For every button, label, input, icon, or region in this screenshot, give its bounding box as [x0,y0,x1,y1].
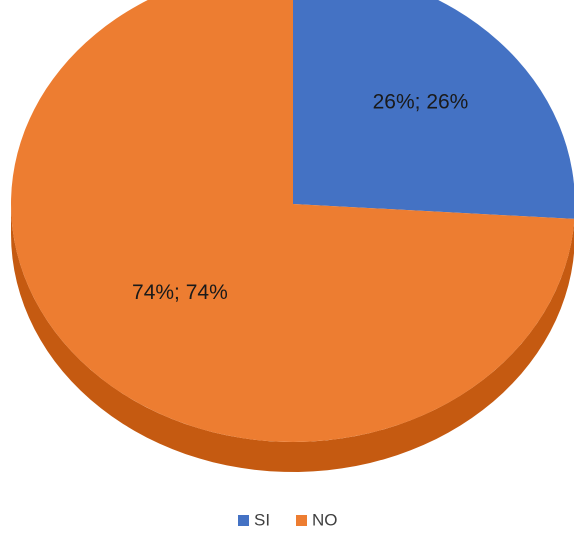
data-label-no: 74%; 74% [132,281,228,304]
legend-swatch-no [296,515,307,526]
legend-swatch-si [238,515,249,526]
data-labels: 26%; 26% 74%; 74% [132,91,468,305]
legend: SI NO [238,510,338,529]
legend-label-si: SI [254,510,270,529]
pie-slice-no [11,0,574,442]
pie-top-face [11,0,574,442]
legend-label-no: NO [312,510,338,529]
pie-slice-si [293,0,574,219]
data-label-si: 26%; 26% [373,91,469,114]
